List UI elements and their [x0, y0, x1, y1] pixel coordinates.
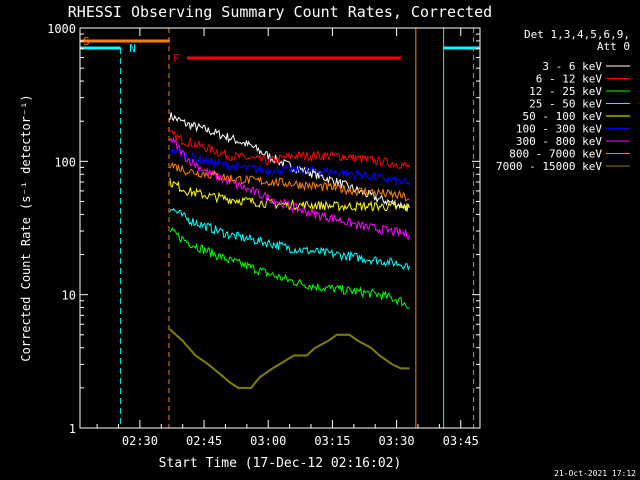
legend-label-0: 3 - 6 keV	[542, 60, 602, 73]
flag-label-f: F	[173, 52, 180, 65]
legend-header-line2: Att 0	[597, 40, 630, 53]
x-tick-label-1: 02:45	[186, 434, 222, 448]
legend-label-1: 6 - 12 keV	[536, 73, 603, 86]
flag-label-s: S	[83, 35, 90, 48]
legend-label-5: 100 - 300 keV	[516, 123, 602, 136]
y-tick-label-1: 10	[62, 289, 76, 303]
chart-title: RHESSI Observing Summary Count Rates, Co…	[68, 3, 492, 21]
x-tick-label-5: 03:45	[443, 434, 479, 448]
legend-label-8: 7000 - 15000 keV	[496, 160, 602, 173]
x-tick-label-4: 03:30	[379, 434, 415, 448]
series-line-1	[169, 130, 410, 169]
legend-label-4: 50 - 100 keV	[523, 110, 603, 123]
series-line-4	[169, 177, 410, 213]
legend-label-6: 300 - 800 keV	[516, 135, 602, 148]
plot-frame	[79, 27, 481, 429]
series-line-5	[169, 146, 410, 186]
legend-label-2: 12 - 25 keV	[529, 85, 602, 98]
night-flag-label: N	[129, 42, 136, 55]
x-axis-label: Start Time (17-Dec-12 02:16:02)	[159, 456, 402, 471]
legend-header-line1: Det 1,3,4,5,6,9,	[524, 28, 630, 41]
x-tick-label-0: 02:30	[122, 434, 158, 448]
x-tick-label-2: 03:00	[250, 434, 286, 448]
series-line-2	[169, 227, 410, 310]
y-tick-label-3: 1000	[47, 22, 76, 36]
series-line-8	[169, 328, 410, 389]
series-line-6	[169, 136, 410, 241]
y-tick-label-0: 1	[69, 422, 76, 436]
legend-label-3: 25 - 50 keV	[529, 98, 602, 111]
series-line-3	[169, 207, 410, 270]
series-line-7	[169, 162, 410, 202]
y-axis-label: Corrected Count Rate (s⁻¹ detector⁻¹)	[19, 94, 33, 361]
x-tick-label-3: 03:15	[314, 434, 350, 448]
legend-label-7: 800 - 7000 keV	[509, 148, 602, 161]
y-tick-label-2: 100	[54, 155, 76, 169]
footer-timestamp: 21-Oct-2021 17:12	[554, 469, 636, 478]
